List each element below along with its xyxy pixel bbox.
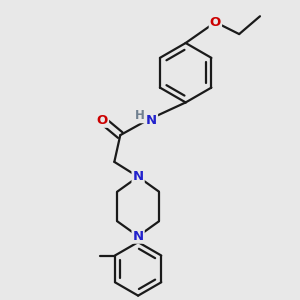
- Text: N: N: [146, 114, 157, 127]
- Text: H: H: [135, 109, 145, 122]
- Text: O: O: [210, 16, 221, 29]
- Text: N: N: [133, 170, 144, 183]
- Text: N: N: [133, 230, 144, 243]
- Text: O: O: [97, 114, 108, 127]
